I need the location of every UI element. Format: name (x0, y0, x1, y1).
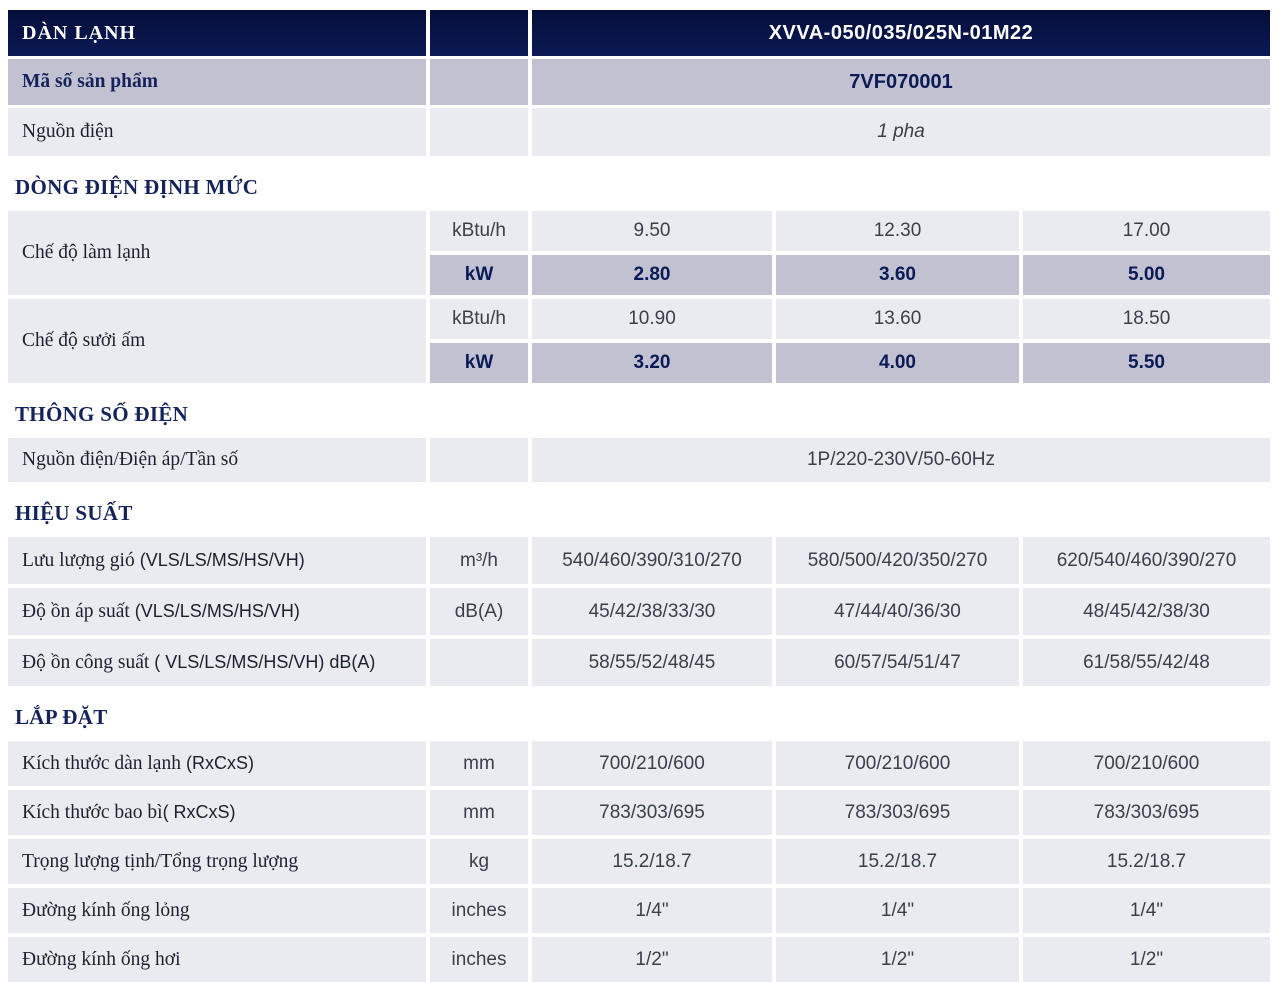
section-title-performance: HIỆU SUẤT (15, 501, 133, 525)
installation-table: Kích thước dàn lạnh (RxCxS) mm 700/210/6… (8, 741, 1270, 982)
power-source-label: Nguồn điện (8, 108, 426, 156)
heating-mode-label: Chế độ sưởi ấm (8, 299, 426, 383)
package-dimensions-value-1: 783/303/695 (532, 790, 772, 835)
heating-kw-value-3: 5.50 (1023, 343, 1270, 383)
package-dimensions-unit: mm (430, 790, 528, 835)
unit-dimensions-label: Kích thước dàn lạnh (RxCxS) (8, 741, 426, 786)
cooling-kw-value-2: 3.60 (776, 255, 1019, 295)
sound-power-unit (430, 639, 528, 686)
airflow-label: Lưu lượng gió (VLS/LS/MS/HS/VH) (8, 537, 426, 584)
cooling-btu-unit: kBtu/h (430, 211, 528, 251)
cooling-btu-value-1: 9.50 (532, 211, 772, 251)
liquid-pipe-diameter-value-2: 1/4" (776, 888, 1019, 933)
model-number: XVVA-050/035/025N-01M22 (532, 10, 1270, 56)
gas-pipe-diameter-value-1: 1/2" (532, 937, 772, 982)
gas-pipe-diameter-label: Đường kính ống hơi (8, 937, 426, 982)
cooling-mode-label: Chế độ làm lạnh (8, 211, 426, 295)
unit-dimensions-value-2: 700/210/600 (776, 741, 1019, 786)
sound-pressure-unit: dB(A) (430, 588, 528, 635)
cooling-kw-value-1: 2.80 (532, 255, 772, 295)
heating-btu-unit: kBtu/h (430, 299, 528, 339)
section-title-installation: LẮP ĐẶT (15, 705, 108, 729)
airflow-value-3: 620/540/460/390/270 (1023, 537, 1270, 584)
rated-current-table: Chế độ làm lạnh kBtu/h 9.50 12.30 17.00 … (8, 211, 1270, 383)
electrical-table: Nguồn điện/Điện áp/Tần số 1P/220-230V/50… (8, 438, 1270, 482)
liquid-pipe-diameter-unit: inches (430, 888, 528, 933)
package-dimensions-value-2: 783/303/695 (776, 790, 1019, 835)
heating-kw-value-1: 3.20 (532, 343, 772, 383)
sound-power-value-3: 61/58/55/42/48 (1023, 639, 1270, 686)
gas-pipe-diameter-value-2: 1/2" (776, 937, 1019, 982)
cooling-kw-unit: kW (430, 255, 528, 295)
cooling-btu-value-3: 17.00 (1023, 211, 1270, 251)
power-source-unit-spacer (430, 108, 528, 156)
product-code-unit-spacer (430, 59, 528, 105)
weight-value-3: 15.2/18.7 (1023, 839, 1270, 884)
section-title-electrical: THÔNG SỐ ĐIỆN (15, 402, 189, 426)
heating-kw-unit: kW (430, 343, 528, 383)
weight-label: Trọng lượng tịnh/Tổng trọng lượng (8, 839, 426, 884)
electrical-row-label: Nguồn điện/Điện áp/Tần số (8, 438, 426, 482)
heating-btu-value-2: 13.60 (776, 299, 1019, 339)
sound-pressure-label: Độ ồn áp suất (VLS/LS/MS/HS/VH) (8, 588, 426, 635)
airflow-unit: m³/h (430, 537, 528, 584)
sound-pressure-value-2: 47/44/40/36/30 (776, 588, 1019, 635)
weight-unit: kg (430, 839, 528, 884)
section-title-rated-current: DÒNG ĐIỆN ĐỊNH MỨC (15, 175, 259, 199)
sound-power-label: Độ ồn công suất ( VLS/LS/MS/HS/VH) dB(A) (8, 639, 426, 686)
sound-pressure-value-3: 48/45/42/38/30 (1023, 588, 1270, 635)
weight-value-1: 15.2/18.7 (532, 839, 772, 884)
heating-btu-value-3: 18.50 (1023, 299, 1270, 339)
gas-pipe-diameter-unit: inches (430, 937, 528, 982)
airflow-value-2: 580/500/420/350/270 (776, 537, 1019, 584)
package-dimensions-value-3: 783/303/695 (1023, 790, 1270, 835)
product-header-table: DÀN LẠNH XVVA-050/035/025N-01M22 Mã số s… (8, 10, 1270, 156)
gas-pipe-diameter-value-3: 1/2" (1023, 937, 1270, 982)
electrical-unit-spacer (430, 438, 528, 482)
heating-kw-value-2: 4.00 (776, 343, 1019, 383)
product-section-label: DÀN LẠNH (8, 10, 426, 56)
liquid-pipe-diameter-label: Đường kính ống lỏng (8, 888, 426, 933)
heating-btu-value-1: 10.90 (532, 299, 772, 339)
weight-value-2: 15.2/18.7 (776, 839, 1019, 884)
sound-pressure-value-1: 45/42/38/33/30 (532, 588, 772, 635)
unit-dimensions-value-1: 700/210/600 (532, 741, 772, 786)
sound-power-value-2: 60/57/54/51/47 (776, 639, 1019, 686)
product-code-label: Mã số sản phẩm (8, 59, 426, 105)
product-code-value: 7VF070001 (532, 59, 1270, 105)
sound-power-value-1: 58/55/52/48/45 (532, 639, 772, 686)
power-source-value: 1 pha (532, 108, 1270, 156)
performance-table: Lưu lượng gió (VLS/LS/MS/HS/VH) m³/h 540… (8, 537, 1270, 686)
product-header-unit-spacer (430, 10, 528, 56)
electrical-row-value: 1P/220-230V/50-60Hz (532, 438, 1270, 482)
unit-dimensions-value-3: 700/210/600 (1023, 741, 1270, 786)
liquid-pipe-diameter-value-3: 1/4" (1023, 888, 1270, 933)
cooling-kw-value-3: 5.00 (1023, 255, 1270, 295)
unit-dimensions-unit: mm (430, 741, 528, 786)
airflow-value-1: 540/460/390/310/270 (532, 537, 772, 584)
liquid-pipe-diameter-value-1: 1/4" (532, 888, 772, 933)
package-dimensions-label: Kích thước bao bì( RxCxS) (8, 790, 426, 835)
cooling-btu-value-2: 12.30 (776, 211, 1019, 251)
